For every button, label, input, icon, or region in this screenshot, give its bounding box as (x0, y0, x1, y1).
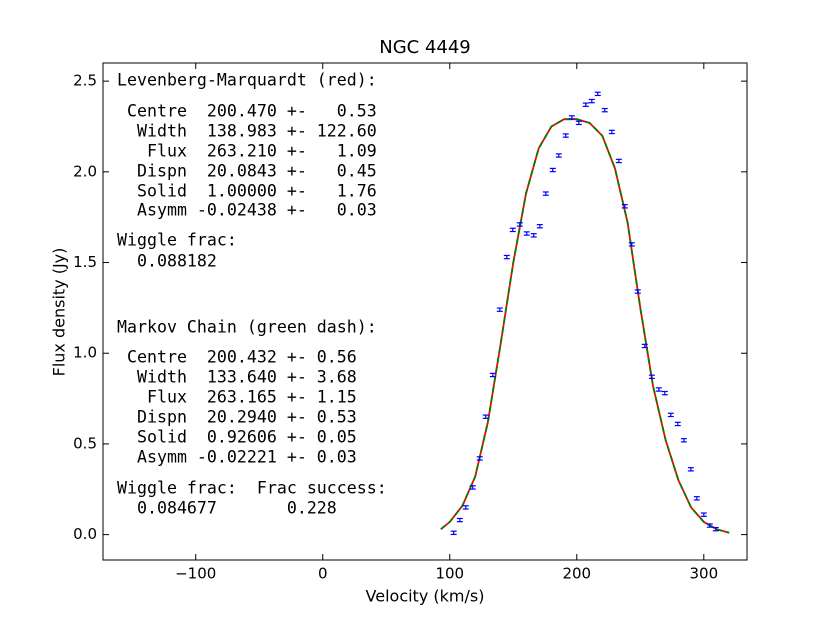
error-bar (687, 467, 694, 472)
error-bar (516, 222, 523, 227)
error-bar (469, 485, 476, 490)
y-tick-label: 2.5 (73, 72, 97, 90)
x-tick-label: 300 (689, 565, 718, 583)
error-bar (712, 526, 719, 532)
annotation: Solid 0.92606 +- 0.05 (117, 428, 357, 447)
annotation: Dispn 20.0843 +- 0.45 (117, 162, 377, 181)
error-bar (588, 98, 595, 104)
annotation: Wiggle frac: Frac success: (117, 479, 387, 498)
error-bar (601, 107, 608, 113)
error-bar (608, 129, 615, 135)
error-bar (700, 512, 707, 517)
error-bar (661, 390, 668, 396)
annotation: Flux 263.210 +- 1.09 (117, 142, 377, 161)
error-bar (641, 343, 648, 349)
error-bar (509, 227, 516, 233)
y-tick-label: 0.0 (73, 525, 97, 543)
error-bar (575, 120, 582, 126)
annotation: Levenberg-Marquardt (red): (117, 71, 377, 90)
annotation: Wiggle frac: (117, 231, 237, 250)
error-bar (489, 372, 496, 378)
error-bar (482, 414, 489, 419)
annotation: Width 133.640 +- 3.68 (117, 368, 357, 387)
error-bar (582, 102, 589, 107)
x-tick-label: 100 (435, 565, 464, 583)
fit-line (440, 118, 730, 534)
error-bar (674, 421, 681, 427)
y-tick-label: 2.0 (73, 162, 97, 180)
annotation: 0.088182 (117, 252, 217, 271)
y-tick-label: 0.5 (73, 434, 97, 452)
annotation: Width 138.983 +- 122.60 (117, 122, 377, 141)
error-bar (530, 233, 537, 238)
error-bar (536, 224, 543, 229)
annotation: Markov Chain (green dash): (117, 318, 377, 337)
y-axis-label: Flux density (Jy) (50, 248, 69, 377)
annotation: Centre 200.432 +- 0.56 (117, 348, 357, 367)
error-bar (680, 438, 687, 443)
error-bar (568, 115, 575, 120)
error-bar (462, 505, 469, 510)
error-bar (450, 530, 457, 536)
x-tick-label: 200 (562, 565, 591, 583)
annotation: Solid 1.00000 +- 1.76 (117, 182, 377, 201)
error-bar (496, 307, 503, 312)
x-tick-label: 0 (318, 565, 328, 583)
error-bar (648, 374, 655, 380)
error-bar (503, 254, 510, 260)
chart-title: NGC 4449 (379, 37, 471, 58)
error-bar (542, 191, 549, 196)
error-bar (693, 496, 700, 501)
error-bar (562, 133, 569, 138)
error-bar (523, 231, 530, 236)
error-bar (706, 523, 713, 528)
plot-frame (102, 62, 748, 561)
x-axis-label: Velocity (km/s) (366, 587, 485, 606)
error-bar (594, 91, 601, 97)
annotation: 0.084677 0.228 (117, 499, 337, 518)
annotation: Asymm -0.02221 +- 0.03 (117, 448, 357, 467)
annotation: Centre 200.470 +- 0.53 (117, 102, 377, 121)
error-bar (621, 204, 628, 209)
error-bar (456, 517, 463, 523)
error-bar (555, 153, 562, 158)
error-bar (628, 242, 635, 247)
error-bar (615, 158, 622, 164)
annotation: Flux 263.165 +- 1.15 (117, 388, 357, 407)
error-bar (667, 412, 674, 418)
x-tick-label: −100 (175, 565, 216, 583)
fit-line (440, 118, 730, 534)
error-bar (476, 456, 483, 461)
y-tick-label: 1.0 (73, 344, 97, 362)
annotation: Asymm -0.02438 +- 0.03 (117, 201, 377, 220)
error-bar (634, 289, 641, 294)
error-bar (655, 387, 662, 392)
annotation: Dispn 20.2940 +- 0.53 (117, 408, 357, 427)
y-tick-label: 1.5 (73, 253, 97, 271)
error-bar (549, 167, 556, 173)
